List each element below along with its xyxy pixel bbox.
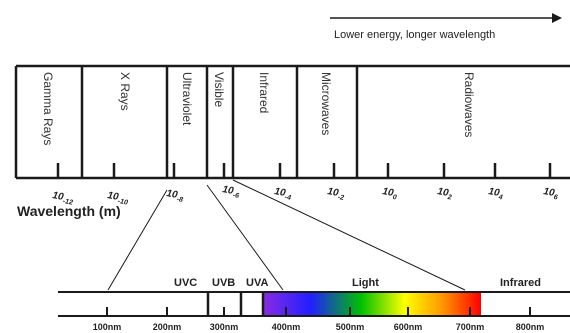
tick-exponent: 0 [392, 194, 397, 202]
nm-tick-labels: 100nm 200nm 300nm 400nm 500nm 600nm 700n… [93, 322, 545, 332]
zoom-line [232, 179, 466, 291]
sub-label-uvb: UVB [212, 277, 235, 289]
tick-exponent: -2 [337, 194, 344, 202]
nm-label: 700nm [456, 322, 485, 332]
axis-title: Wavelength (m) [17, 203, 121, 219]
tick-base: 10 [487, 186, 500, 199]
tick-label: 10-2 [326, 186, 345, 202]
nm-label: 500nm [336, 322, 365, 332]
band-label-infrared: Infrared [257, 72, 271, 113]
wavelength-tick-labels: 10-12 10-10 10-8 10-6 10-4 10-2 100 102 … [51, 184, 559, 207]
tick-exponent: -4 [284, 194, 291, 202]
tick-label: 10-12 [51, 190, 74, 207]
nm-ticks [106, 307, 531, 316]
sub-label-infrared: Infrared [500, 277, 541, 289]
tick-base: 10 [106, 190, 119, 203]
tick-label: 10-8 [165, 188, 184, 204]
sub-label-light: Light [352, 277, 379, 289]
tick-label: 100 [381, 186, 398, 201]
tick-label: 104 [487, 186, 504, 201]
nm-label: 300nm [210, 322, 239, 332]
tick-base: 10 [165, 188, 178, 201]
wavelength-ticks [56, 163, 552, 178]
tick-exponent: -8 [176, 196, 183, 204]
band-dividers [80, 66, 359, 178]
band-label-radiowaves: Radiowaves [462, 72, 476, 137]
band-label-microwaves: Microwaves [319, 72, 333, 135]
tick-base: 10 [51, 190, 64, 203]
band-label-visible: Visible [212, 72, 226, 107]
sub-band-labels: UVC UVB UVA Light Infrared [174, 277, 541, 289]
arrow-caption: Lower energy, longer wavelength [334, 29, 495, 41]
tick-label: 10-10 [106, 190, 129, 207]
tick-exponent: 2 [446, 194, 452, 202]
visible-light-gradient [263, 292, 481, 316]
zoom-lines [107, 179, 466, 291]
nm-label: 200nm [153, 322, 182, 332]
tick-exponent: -10 [117, 198, 128, 207]
tick-exponent: -6 [232, 192, 239, 200]
tick-label: 102 [436, 186, 453, 201]
detail-strip-dividers [206, 292, 265, 316]
zoom-line [206, 184, 284, 291]
tick-base: 10 [436, 186, 449, 199]
sub-label-uvc: UVC [174, 277, 197, 289]
tick-base: 10 [381, 186, 394, 199]
tick-label: 106 [542, 186, 559, 201]
tick-label: 10-6 [221, 184, 240, 200]
tick-exponent: 6 [553, 194, 558, 202]
tick-base: 10 [326, 186, 339, 199]
band-labels: Gamma Rays X Rays Ultraviolet Visible In… [41, 72, 476, 145]
sub-label-uva: UVA [246, 277, 268, 289]
band-label-x-rays: X Rays [118, 72, 132, 111]
direction-arrow-head [552, 13, 562, 23]
tick-base: 10 [542, 186, 555, 199]
nm-label: 100nm [93, 322, 122, 332]
nm-label: 800nm [516, 322, 545, 332]
tick-base: 10 [221, 184, 234, 197]
nm-label: 400nm [272, 322, 301, 332]
band-label-ultraviolet: Ultraviolet [180, 72, 194, 126]
tick-base: 10 [273, 186, 286, 199]
tick-exponent: -12 [62, 198, 73, 207]
band-label-gamma-rays: Gamma Rays [41, 72, 55, 145]
zoom-line [107, 189, 168, 291]
tick-label: 10-4 [273, 186, 292, 202]
tick-exponent: 4 [497, 194, 503, 202]
nm-label: 600nm [394, 322, 423, 332]
